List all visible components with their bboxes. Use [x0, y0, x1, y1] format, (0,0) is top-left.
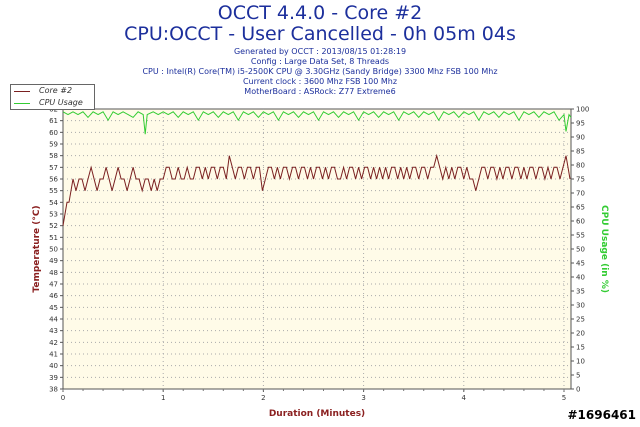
- y-left-tick-label: 50: [49, 246, 58, 254]
- y-left-tick-label: 51: [49, 234, 58, 242]
- series-line-cpu-usage: [62, 111, 572, 135]
- y-right-tick-label: 60: [576, 218, 585, 226]
- info-generated: Generated by OCCT : 2013/08/15 01:28:19: [233, 47, 407, 56]
- y-right-tick-label: 55: [576, 232, 585, 240]
- y-right-tick-label: 20: [576, 330, 585, 338]
- y-left-tick-label: 43: [49, 327, 58, 335]
- y-right-tick-label: 0: [576, 386, 580, 394]
- y-right-tick-label: 95: [576, 120, 585, 128]
- y-right-tick-label: 25: [576, 316, 585, 324]
- y-left-tick-label: 53: [49, 211, 58, 219]
- y-right-tick-label: 40: [576, 274, 585, 282]
- y-left-tick-label: 38: [49, 386, 58, 394]
- y-left-tick-label: 44: [49, 316, 58, 324]
- y-right-tick-label: 50: [576, 246, 585, 254]
- legend-label-core: Core #2: [39, 86, 73, 95]
- y-right-tick-label: 100: [576, 106, 589, 114]
- y-left-axis-title: Temperature (°C): [32, 205, 42, 292]
- y-left-tick-label: 47: [49, 281, 58, 289]
- y-left-tick-label: 39: [49, 374, 58, 382]
- y-right-tick-label: 85: [576, 148, 585, 156]
- y-left-tick-label: 52: [49, 222, 58, 230]
- x-tick-label: 2: [261, 394, 265, 402]
- y-left-tick-label: 46: [49, 292, 58, 300]
- y-left-tick-label: 55: [49, 187, 58, 195]
- watermark-id: #1696461: [567, 408, 636, 422]
- y-left-tick-label: 61: [49, 117, 58, 125]
- info-config: Config : Large Data Set, 8 Threads: [250, 57, 390, 66]
- y-left-tick-label: 54: [49, 199, 58, 207]
- chart-title: OCCT 4.4.0 - Core #2: [217, 2, 423, 24]
- legend-swatch-core: [14, 91, 30, 92]
- y-left-tick-label: 48: [49, 269, 58, 277]
- legend-item-core: Core #2: [11, 85, 94, 97]
- y-left-tick-label: 49: [49, 257, 58, 265]
- x-axis-title: Duration (Minutes): [269, 409, 365, 419]
- series-line-core-temp: [62, 153, 571, 226]
- y-right-axis-title: CPU Usage (in %): [599, 205, 609, 293]
- legend-item-cpu: CPU Usage: [11, 97, 94, 109]
- legend-label-cpu: CPU Usage: [39, 98, 83, 107]
- y-left-tick-label: 57: [49, 164, 58, 172]
- chart-subtitle: CPU:OCCT - User Cancelled - 0h 05m 04s: [124, 23, 516, 45]
- y-right-tick-label: 70: [576, 190, 585, 198]
- y-left-tick-label: 42: [49, 339, 58, 347]
- chart-legend: Core #2 CPU Usage: [10, 84, 95, 110]
- y-right-tick-label: 5: [576, 372, 580, 380]
- legend-swatch-cpu: [14, 103, 30, 104]
- info-motherboard: MotherBoard : ASRock: Z77 Extreme6: [244, 87, 396, 96]
- x-tick-label: 1: [161, 394, 165, 402]
- y-right-tick-label: 90: [576, 134, 585, 142]
- info-clock: Current clock : 3600 Mhz FSB 100 Mhz: [242, 77, 398, 86]
- x-tick-label: 5: [562, 394, 566, 402]
- y-right-tick-label: 15: [576, 344, 585, 352]
- y-left-tick-label: 58: [49, 152, 58, 160]
- y-left-tick-label: 60: [49, 129, 58, 137]
- y-right-tick-label: 80: [576, 162, 585, 170]
- y-right-tick-label: 75: [576, 176, 585, 184]
- y-right-tick-label: 30: [576, 302, 585, 310]
- y-right-tick-label: 10: [576, 358, 585, 366]
- y-right-tick-label: 45: [576, 260, 585, 268]
- y-left-tick-label: 56: [49, 176, 58, 184]
- x-tick-label: 3: [361, 394, 365, 402]
- y-right-tick-label: 65: [576, 204, 585, 212]
- x-tick-label: 4: [462, 394, 467, 402]
- y-left-tick-label: 59: [49, 141, 58, 149]
- x-tick-label: 0: [61, 394, 65, 402]
- y-right-tick-label: 35: [576, 288, 585, 296]
- y-left-tick-label: 45: [49, 304, 58, 312]
- y-left-tick-label: 41: [49, 351, 58, 359]
- info-cpu: CPU : Intel(R) Core(TM) i5-2500K CPU @ 3…: [142, 67, 498, 76]
- y-left-tick-label: 40: [49, 362, 58, 370]
